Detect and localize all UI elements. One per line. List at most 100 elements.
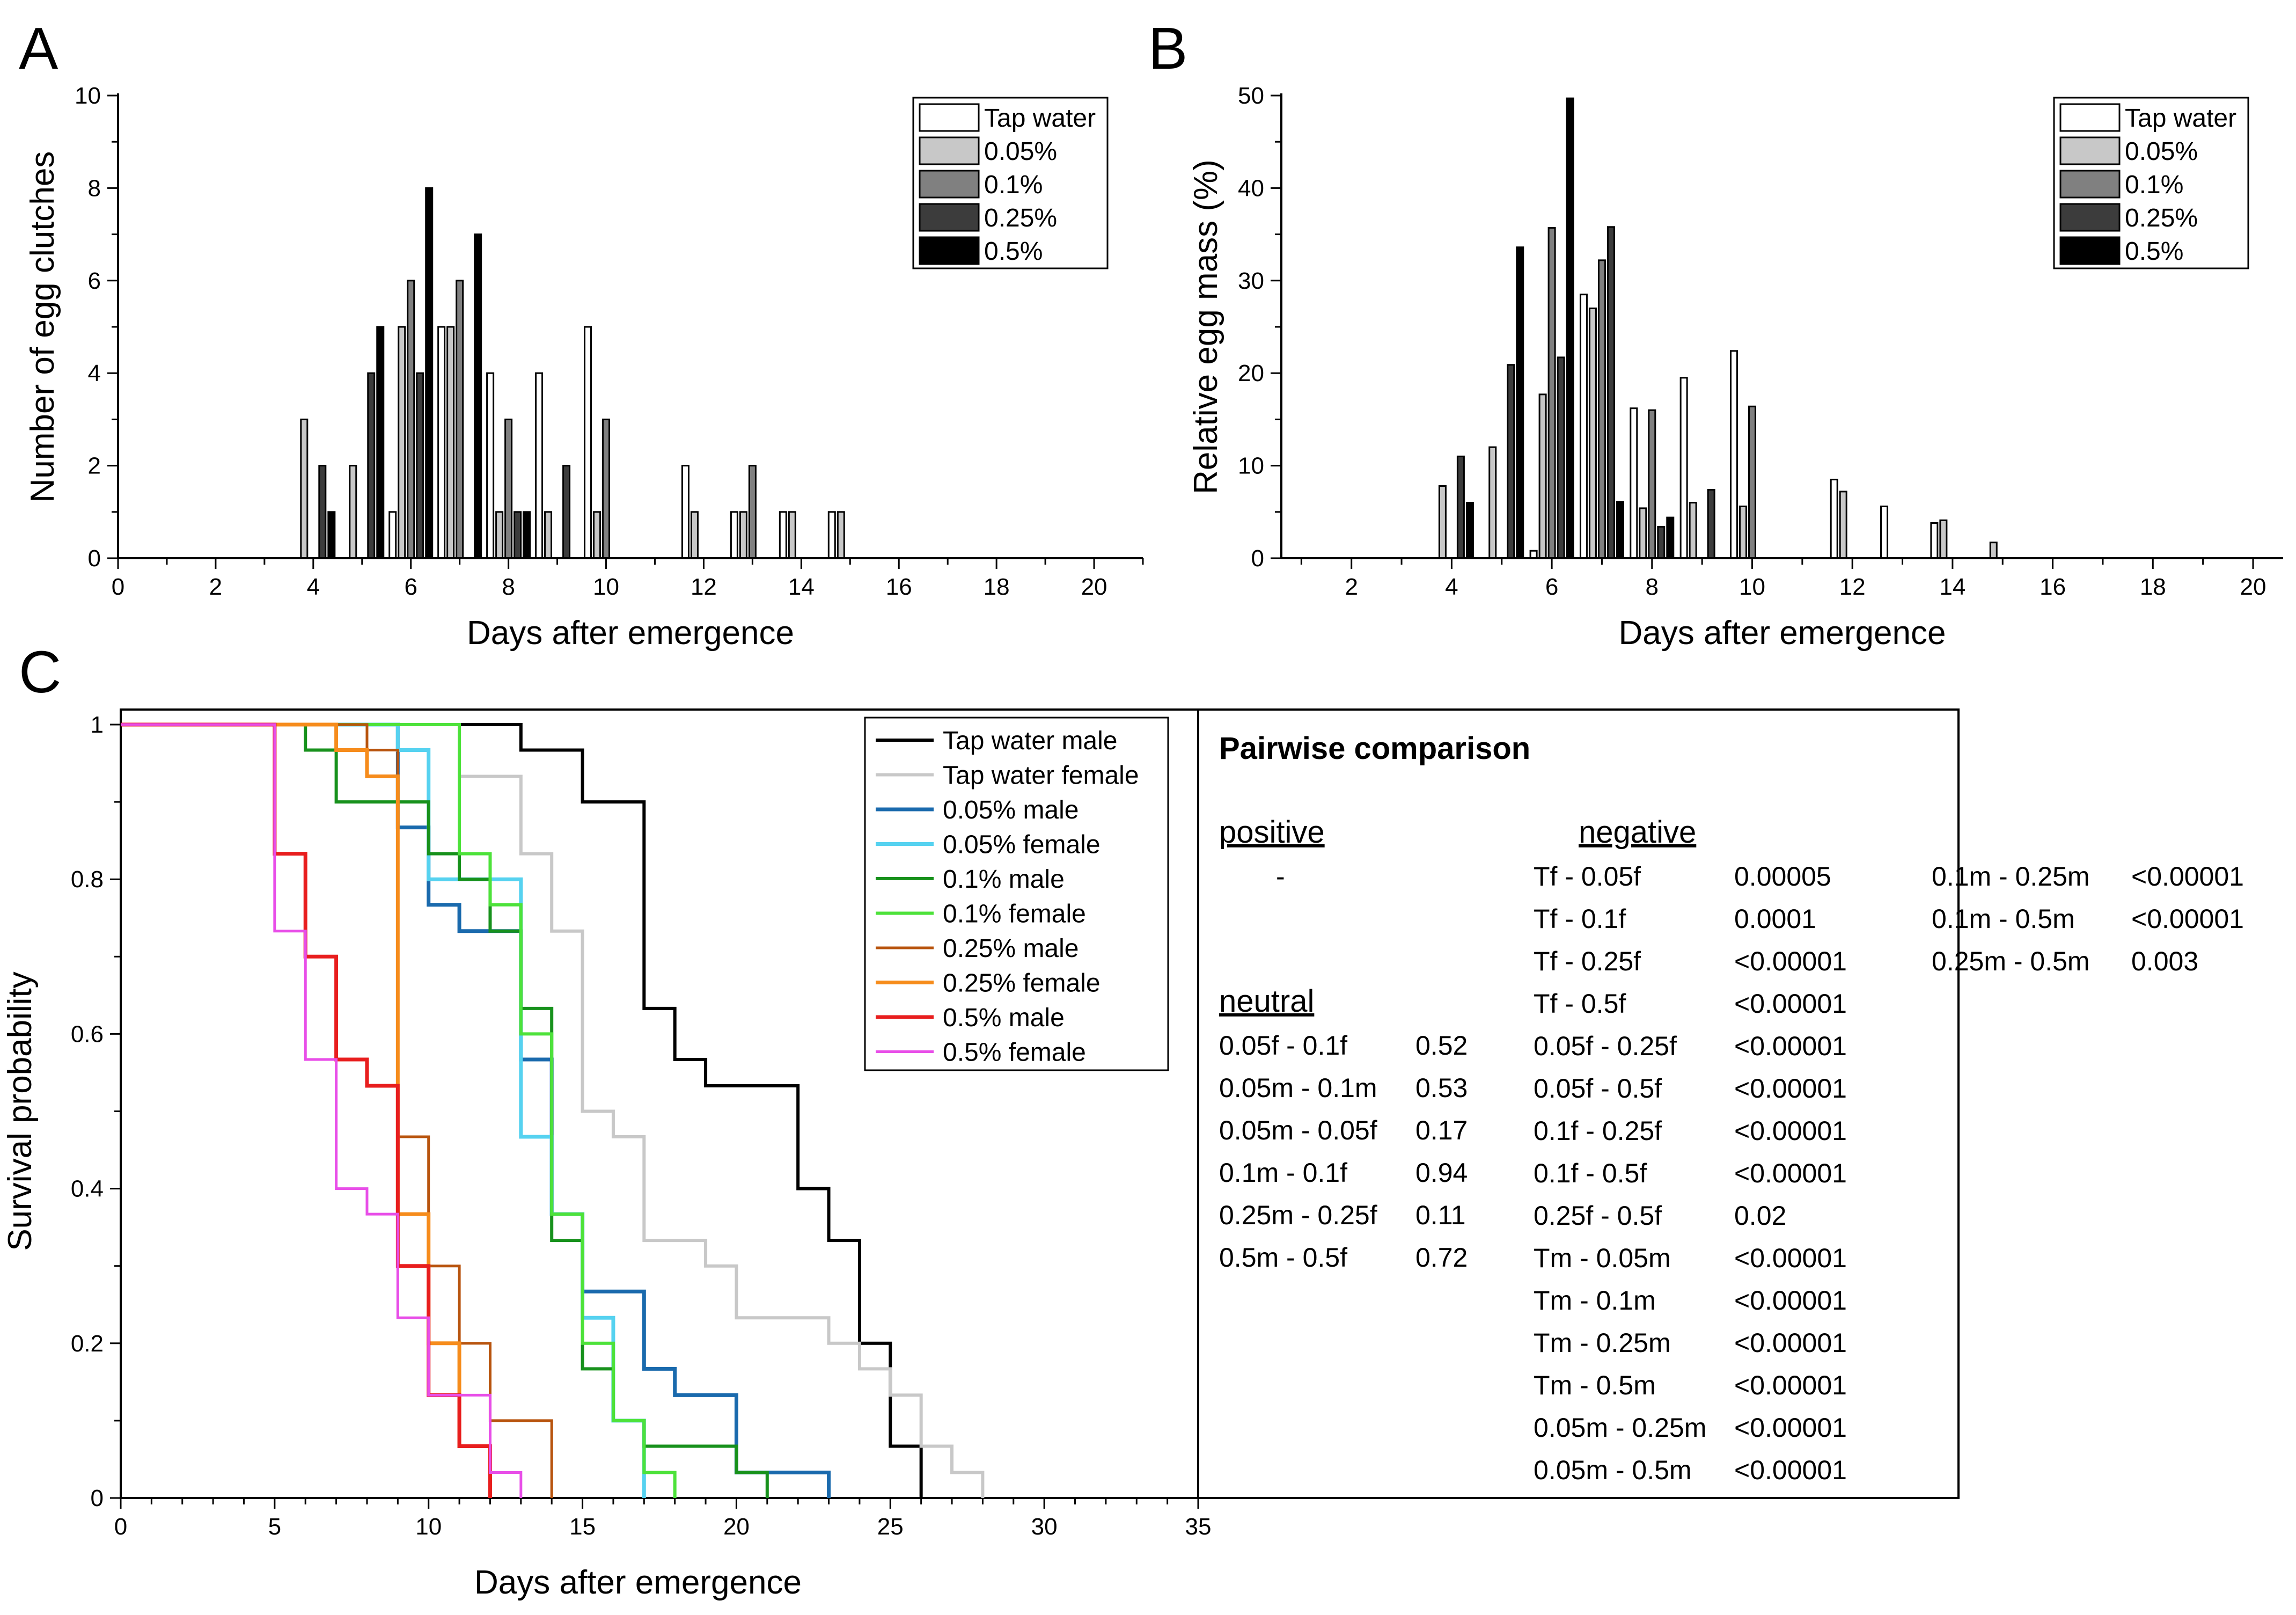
panel-b-x-tick-label: 20 — [2240, 574, 2266, 600]
negative-pair: Tm - 0.25m — [1534, 1328, 1671, 1358]
panel-a-y-axis-title: Number of egg clutches — [24, 151, 61, 503]
negative-pair: Tm - 0.5m — [1534, 1370, 1656, 1400]
survival-line-tap-water-female — [121, 723, 985, 1498]
panel-b-y-tick-label: 50 — [1238, 83, 1264, 109]
panel-b-bar — [1666, 516, 1675, 559]
panel-a-bar — [407, 280, 415, 559]
negative-p-value: <0.00001 — [1734, 1285, 1847, 1316]
survival-line-tap-water-male — [121, 723, 923, 1498]
panel-b-legend-swatch — [2059, 103, 2121, 132]
panel-c-legend-label: 0.25% female — [943, 969, 1101, 998]
panel-a-legend-swatch — [919, 236, 980, 265]
panel-b-bar — [1689, 502, 1697, 559]
panel-c-legend-label: 0.1% female — [943, 900, 1086, 929]
panel-c-x-tick-label: 30 — [1031, 1514, 1058, 1540]
panel-b-y-tick-label: 30 — [1238, 268, 1264, 294]
panel-a-legend-swatch — [919, 136, 980, 165]
panel-b-bar — [1547, 227, 1556, 559]
survival-line-0-5-female — [121, 723, 523, 1498]
negative-p-value: <0.00001 — [1734, 989, 1847, 1019]
panel-a-bar — [544, 511, 553, 559]
negative-pair: Tm - 0.1m — [1534, 1285, 1656, 1316]
panel-c-y-tick-label: 0.8 — [71, 866, 104, 893]
panel-a-y-tick-label: 10 — [75, 83, 101, 109]
neutral-pair: 0.25m - 0.25f — [1219, 1200, 1377, 1230]
pairwise-comparison-table: Pairwise comparison positive - neutral n… — [1219, 731, 2244, 1485]
panel-c-y-tick-label: 0.4 — [71, 1176, 104, 1202]
positive-heading: positive — [1219, 815, 1325, 850]
panel-b-y-tick-label: 0 — [1251, 545, 1264, 572]
panel-b-bar — [1639, 507, 1647, 559]
panel-a-y-tick-label: 2 — [88, 453, 101, 479]
panel-a-legend-label: 0.5% — [984, 237, 1043, 266]
panel-a-legend-label: 0.25% — [984, 204, 1057, 232]
panel-b-x-tick-label: 18 — [2140, 574, 2166, 600]
panel-a-y-tick-label: 0 — [88, 545, 101, 572]
negative-p-value: <0.00001 — [1734, 1243, 1847, 1273]
panel-a-bar — [318, 465, 327, 559]
panel-c-x-tick-label: 0 — [114, 1514, 127, 1540]
neutral-p-value: 0.94 — [1415, 1158, 1468, 1188]
neutral-p-value: 0.11 — [1415, 1200, 1466, 1230]
panel-a-bar — [456, 280, 464, 559]
panel-b-y-tick-label: 20 — [1238, 360, 1264, 386]
panel-b-bar — [1648, 409, 1656, 559]
panel-b-bar — [1529, 550, 1538, 559]
panel-b-x-tick-label: 2 — [1345, 574, 1358, 600]
panel-b-bar — [1507, 364, 1515, 559]
panel-c-legend-label: 0.05% female — [943, 831, 1101, 859]
neutral-p-value: 0.17 — [1415, 1115, 1468, 1145]
panel-a-bar — [495, 511, 504, 559]
panel-b-bar — [1588, 308, 1597, 559]
negative-pair: Tf - 0.1f — [1534, 904, 1626, 934]
negative-pair: 0.25m - 0.5m — [1932, 946, 2090, 976]
panel-a-y-tick-label: 6 — [88, 268, 101, 294]
panel-c-x-tick-label: 15 — [569, 1514, 596, 1540]
panel-c-x-tick-label: 35 — [1185, 1514, 1212, 1540]
panel-c-y-tick-label: 0 — [91, 1485, 104, 1511]
panel-c-legend-label: Tap water female — [943, 762, 1139, 790]
neutral-pair: 0.05f - 0.1f — [1219, 1031, 1347, 1061]
survival-line-0-1-male — [121, 723, 769, 1498]
neutral-pair: 0.05m - 0.1m — [1219, 1073, 1377, 1103]
panel-b-x-tick-label: 14 — [1939, 574, 1965, 600]
negative-p-value: <0.00001 — [1734, 1116, 1847, 1146]
survival-line-0-5-male — [121, 722, 492, 1498]
panel-b-bar — [1488, 446, 1497, 559]
panel-a-bar — [779, 511, 787, 559]
panel-a-legend-label: 0.1% — [984, 171, 1043, 199]
panel-a-x-tick-label: 8 — [502, 574, 515, 600]
panel-a-bar — [425, 187, 434, 559]
panel-c-legend: Tap water male Tap water female 0.05% male… — [864, 717, 1169, 1071]
panel-c-legend-label: 0.5% male — [943, 1004, 1065, 1032]
negative-p-value: 0.003 — [2131, 946, 2198, 976]
neutral-heading: neutral — [1219, 984, 1314, 1019]
panel-a-x-tick-label: 4 — [307, 574, 320, 600]
neutral-pair: 0.5m - 0.5f — [1219, 1243, 1347, 1273]
panel-a-bar — [327, 511, 336, 559]
negative-pair: 0.1m - 0.5m — [1932, 904, 2075, 934]
panel-a-bar — [437, 326, 446, 559]
panel-a-legend-swatch — [919, 103, 980, 132]
panel-a-bar — [535, 372, 544, 559]
panel-a-x-tick-label: 14 — [788, 574, 815, 600]
panel-a-x-axis-title: Days after emergence — [467, 615, 794, 652]
negative-p-value: 0.0001 — [1734, 904, 1816, 934]
panel-b-legend-label: 0.1% — [2125, 171, 2183, 199]
panel-a-x-tick-label: 6 — [404, 574, 417, 600]
panel-b-bar — [1880, 505, 1889, 559]
negative-pair: 0.1f - 0.25f — [1534, 1116, 1662, 1146]
negative-pair: 0.05m - 0.5m — [1534, 1455, 1692, 1485]
panel-b-bar — [1538, 393, 1547, 559]
panel-a-bar — [504, 418, 513, 559]
panel-a-bar — [562, 465, 571, 559]
panel-c-legend-label: Tap water male — [943, 727, 1117, 755]
panel-c-x-axis-title: Days after emergence — [474, 1564, 802, 1601]
negative-pair: 0.25f - 0.5f — [1534, 1201, 1662, 1231]
panel-c-x-tick-label: 20 — [723, 1514, 750, 1540]
panel-a-bar — [788, 511, 796, 559]
negative-pair: Tf - 0.25f — [1534, 946, 1641, 976]
panel-a-legend-swatch — [919, 203, 980, 232]
panel-b-bar-chart: 2 4 6 8 10 12 14 16 18 20 0 10 20 30 40 50 Days after e… — [1187, 83, 2283, 652]
panel-c-legend-label: 0.1% male — [943, 865, 1065, 894]
